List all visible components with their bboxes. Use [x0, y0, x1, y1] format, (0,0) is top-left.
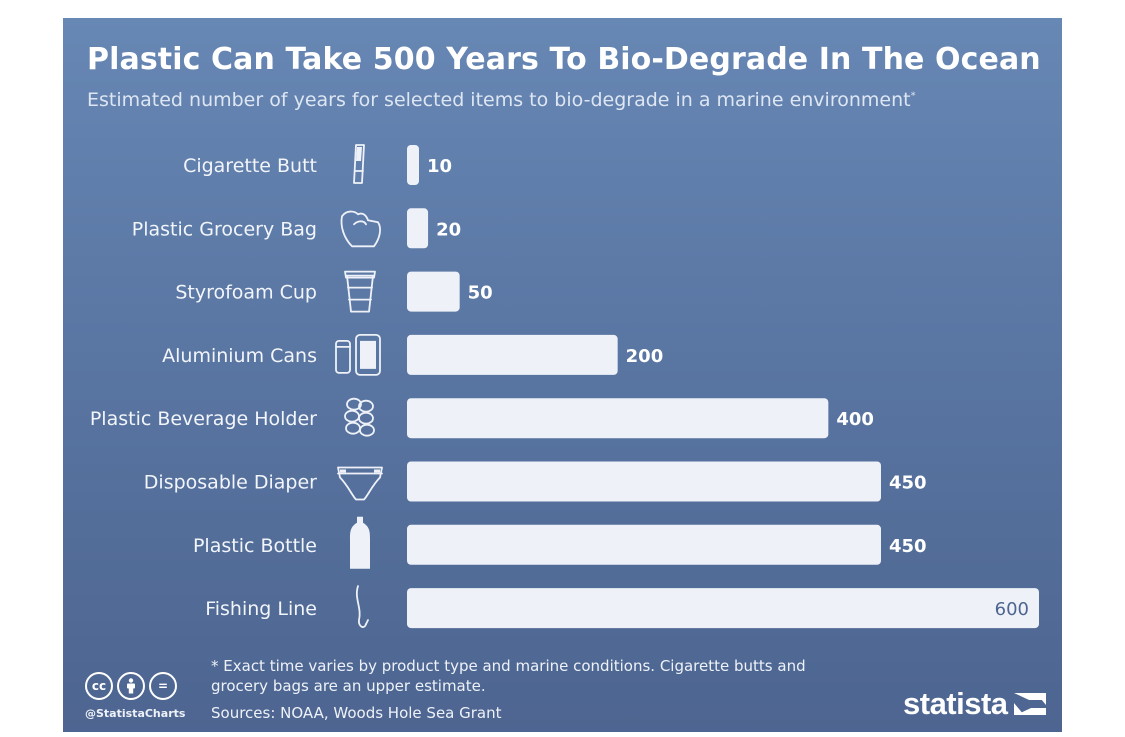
bar	[407, 524, 881, 565]
chart-card: Plastic Can Take 500 Years To Bio-Degrad…	[63, 18, 1062, 732]
bar	[407, 461, 881, 502]
statista-handle: @StatistaCharts	[85, 707, 186, 720]
subtitle-text: Estimated number of years for selected i…	[87, 89, 911, 111]
category-label: Plastic Bottle	[193, 535, 317, 557]
bar-row: Styrofoam Cup 50	[175, 270, 493, 313]
category-label: Plastic Beverage Holder	[90, 408, 317, 430]
cc-icon: cc	[85, 672, 113, 700]
styrofoam-cup-icon	[344, 270, 376, 313]
bar-row: Plastic Grocery Bag 20	[132, 208, 461, 249]
bar-row: Fishing Line 600	[205, 585, 1039, 629]
value-label: 20	[436, 219, 461, 240]
brand-name: statista	[903, 686, 1008, 721]
value-label: 200	[626, 346, 664, 367]
category-label: Cigarette Butt	[183, 155, 317, 177]
attribution-icon	[117, 672, 145, 700]
value-label: 450	[889, 536, 927, 557]
statista-logo-icon	[1013, 693, 1046, 715]
value-label: 450	[889, 473, 927, 494]
category-label: Styrofoam Cup	[175, 282, 317, 304]
bar	[407, 271, 460, 312]
aluminium-cans-icon	[335, 333, 381, 376]
person-icon	[127, 678, 135, 694]
bar	[407, 334, 618, 375]
bar-chart: Cigarette Butt 10 Plastic Grocery Bag 20 Sty…	[90, 144, 1039, 629]
value-label: 400	[836, 409, 874, 430]
no-derivatives-icon: =	[149, 672, 177, 700]
value-label: 50	[468, 283, 493, 304]
value-label: 10	[427, 156, 452, 177]
statista-logo: statista	[903, 686, 1046, 722]
sources: Sources: NOAA, Woods Hole Sea Grant	[211, 704, 502, 722]
category-label: Plastic Grocery Bag	[132, 218, 317, 240]
subtitle-footnote-mark: *	[910, 90, 916, 102]
value-label: 600	[995, 599, 1029, 620]
bar-row: Plastic Bottle 450	[193, 516, 927, 569]
creative-commons-icons: cc =	[85, 672, 177, 700]
bar-row: Cigarette Butt 10	[183, 144, 452, 185]
bar-row: Plastic Beverage Holder 400	[90, 397, 874, 439]
grocery-bag-icon	[340, 210, 381, 248]
chart-subtitle: Estimated number of years for selected i…	[87, 89, 916, 111]
diaper-icon	[337, 466, 383, 501]
bar-row: Aluminium Cans 200	[162, 333, 664, 376]
bar-row: Disposable Diaper 450	[144, 461, 927, 502]
chart-title: Plastic Can Take 500 Years To Bio-Degrad…	[87, 42, 1041, 77]
plastic-bottle-icon	[350, 516, 370, 569]
category-label: Aluminium Cans	[162, 345, 317, 367]
beverage-holder-icon	[344, 397, 375, 437]
category-label: Disposable Diaper	[144, 472, 317, 494]
bar	[407, 145, 419, 185]
bar	[407, 588, 1039, 629]
bar	[407, 208, 429, 249]
footnote: * Exact time varies by product type and …	[211, 657, 806, 695]
category-label: Fishing Line	[205, 598, 317, 620]
bar	[407, 398, 829, 439]
fishing-line-icon	[355, 585, 369, 628]
cigarette-butt-icon	[353, 144, 365, 184]
